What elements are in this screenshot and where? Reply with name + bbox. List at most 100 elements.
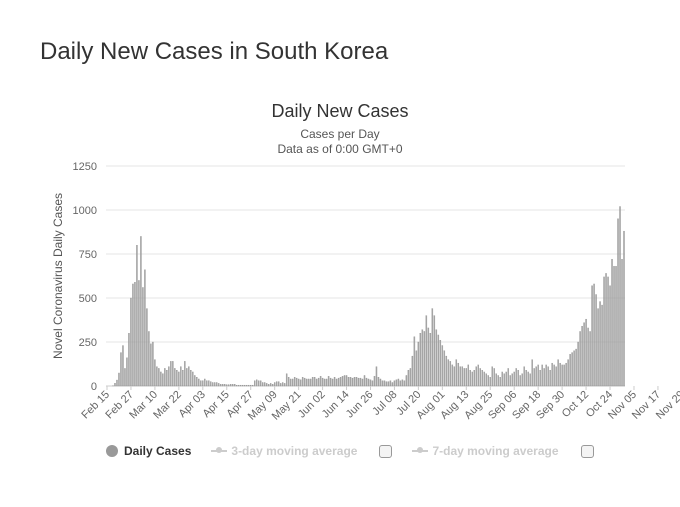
bar (389, 380, 392, 387)
bar (453, 366, 456, 387)
bar (267, 384, 270, 387)
legend-label-3day-average: 3-day moving average (231, 444, 358, 458)
bar (487, 375, 489, 387)
bar (295, 377, 298, 387)
bar (226, 384, 228, 387)
chart-title: Daily New Cases (271, 101, 409, 121)
bar (433, 315, 436, 387)
legend-item-7day-average[interactable]: 7-day moving average (412, 444, 559, 458)
bar (529, 373, 531, 387)
bar (489, 377, 491, 387)
bar (158, 368, 160, 387)
bar (311, 377, 314, 387)
bar (555, 366, 557, 387)
bar (549, 370, 551, 387)
bar (162, 373, 164, 387)
chart-subtitle: Cases per Day (300, 127, 380, 141)
bar (174, 368, 176, 387)
bar (315, 378, 318, 387)
bar (599, 301, 601, 387)
bar (587, 327, 589, 387)
bar (289, 378, 292, 387)
bar (128, 333, 130, 387)
bar (441, 345, 444, 387)
bar (252, 384, 254, 387)
bar (577, 341, 579, 387)
bar (511, 373, 513, 387)
bar (261, 382, 264, 387)
bar (367, 378, 370, 387)
bar (491, 366, 493, 387)
bar (130, 297, 132, 387)
bar (254, 380, 256, 387)
bar (533, 368, 535, 387)
bar (281, 382, 284, 387)
bar (479, 368, 481, 387)
bar (417, 341, 420, 387)
bar (503, 373, 505, 387)
bar (495, 373, 497, 387)
bar (265, 383, 268, 387)
bar (615, 266, 617, 387)
bar (375, 366, 378, 387)
bar (395, 379, 398, 387)
bar (547, 366, 549, 387)
bar (120, 352, 122, 387)
bar (279, 383, 282, 387)
bar (353, 377, 356, 387)
bar (287, 377, 290, 387)
bar (595, 294, 597, 387)
bar (611, 259, 613, 387)
legend-marker-7day-average (412, 447, 429, 453)
bar (309, 378, 312, 387)
bar (499, 377, 501, 387)
bar (383, 380, 386, 387)
bar (593, 283, 595, 387)
bar (178, 371, 180, 387)
bar (228, 384, 230, 387)
y-tick-label: 500 (79, 293, 97, 305)
bar (481, 370, 483, 387)
bar (180, 366, 182, 387)
bar (188, 366, 190, 387)
bar (535, 366, 537, 387)
bar (303, 377, 306, 387)
bar (156, 366, 158, 387)
bar (299, 379, 302, 387)
bar (509, 375, 511, 387)
bar (571, 352, 573, 387)
chart-legend: Daily Cases 3-day moving average 7-day m… (106, 444, 614, 458)
bar (238, 384, 240, 387)
bar (507, 368, 509, 387)
bar (419, 333, 422, 387)
bar (517, 370, 519, 387)
bar (176, 370, 178, 387)
bar (283, 383, 286, 387)
bar (216, 382, 218, 387)
bar (150, 343, 152, 387)
checkbox-3day-average[interactable] (379, 444, 393, 458)
bar (345, 375, 348, 387)
bar (323, 378, 326, 387)
bar (431, 308, 434, 387)
bar (623, 230, 625, 387)
bar (168, 366, 170, 387)
bar (579, 331, 581, 387)
legend-item-daily-cases[interactable]: Daily Cases (106, 444, 191, 458)
bar (146, 308, 148, 387)
bar (220, 384, 222, 387)
bar (206, 380, 208, 387)
checkbox-7day-average[interactable] (580, 444, 594, 458)
bar (501, 371, 503, 387)
legend-item-3day-average[interactable]: 3-day moving average (211, 444, 357, 458)
bar (569, 354, 571, 387)
bar (423, 331, 426, 387)
bar (317, 377, 320, 387)
bar (539, 370, 541, 387)
bar (397, 378, 400, 387)
bar (142, 287, 144, 387)
bar (144, 269, 146, 387)
bar (415, 350, 418, 387)
bar (214, 382, 216, 387)
